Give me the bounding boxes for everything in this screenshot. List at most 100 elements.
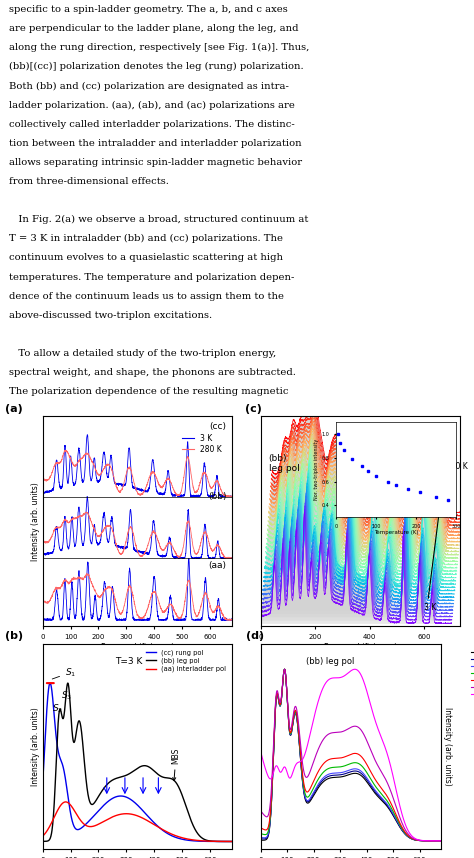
20 K	[282, 664, 287, 674]
(cc) rung pol	[87, 815, 93, 825]
Line: 65 K: 65 K	[261, 669, 446, 841]
12 K	[258, 834, 264, 844]
12 K	[344, 768, 349, 778]
(cc) rung pol	[232, 837, 238, 847]
Text: continuum evolves to a quasielastic scattering at high: continuum evolves to a quasielastic scat…	[9, 253, 283, 263]
40 K	[303, 790, 309, 801]
X-axis label: Raman shift (cm⁻¹): Raman shift (cm⁻¹)	[324, 643, 397, 652]
Text: The polarization dependence of the resulting magnetic: The polarization dependence of the resul…	[9, 387, 289, 396]
230 K	[356, 666, 361, 676]
230 K	[443, 836, 449, 846]
Y-axis label: Intensity (arb. units): Intensity (arb. units)	[31, 482, 40, 560]
Legend: 3 K, 280 K: 3 K, 280 K	[179, 431, 225, 456]
Text: (aa): (aa)	[209, 561, 227, 571]
Text: $S_2$: $S_2$	[53, 703, 64, 715]
20 K	[443, 836, 449, 846]
(aa) interladder pol	[235, 837, 241, 847]
Line: 115 K: 115 K	[261, 669, 446, 841]
65 K	[322, 758, 328, 768]
12 K	[282, 664, 287, 674]
40 K	[441, 836, 447, 846]
(bb) leg pol	[107, 776, 113, 787]
(aa) interladder pol	[107, 813, 113, 823]
115 K	[322, 733, 328, 743]
3 K	[322, 776, 328, 786]
40 K	[258, 829, 264, 839]
3 K	[356, 769, 361, 779]
40 K	[356, 758, 361, 769]
(cc) rung pol	[198, 836, 204, 846]
65 K	[356, 749, 361, 759]
65 K	[409, 833, 414, 843]
65 K	[443, 836, 449, 846]
40 K	[344, 760, 349, 770]
230 K	[344, 669, 349, 680]
Text: T=3 K: T=3 K	[115, 657, 142, 666]
40 K	[409, 833, 414, 843]
3 K	[282, 664, 287, 674]
3 K	[443, 836, 449, 846]
12 K	[303, 795, 309, 805]
(aa) interladder pol	[40, 831, 46, 842]
(cc) rung pol	[235, 837, 241, 847]
20 K	[356, 764, 361, 775]
(cc) rung pol	[40, 778, 46, 789]
12 K	[409, 833, 414, 843]
3 K	[409, 833, 414, 843]
115 K	[282, 664, 287, 674]
(bb) leg pol	[87, 797, 93, 807]
Text: temperatures. The temperature and polarization depen-: temperatures. The temperature and polari…	[9, 273, 295, 281]
Line: 12 K: 12 K	[261, 669, 446, 841]
Text: are perpendicular to the ladder plane, along the leg, and: are perpendicular to the ladder plane, a…	[9, 24, 299, 33]
(aa) interladder pol	[142, 814, 148, 825]
115 K	[441, 836, 447, 846]
Text: MBS: MBS	[172, 748, 181, 781]
Line: 230 K: 230 K	[261, 669, 446, 841]
115 K	[344, 725, 349, 735]
Text: (bb)
leg pol: (bb) leg pol	[269, 454, 300, 474]
Text: 280 K: 280 K	[446, 462, 467, 471]
Text: (cc): (cc)	[210, 422, 227, 432]
Text: (d): (d)	[246, 631, 264, 642]
Text: (bb): (bb)	[208, 492, 227, 501]
Line: 40 K: 40 K	[261, 669, 446, 841]
20 K	[344, 766, 349, 776]
Line: 20 K: 20 K	[261, 669, 446, 841]
Text: (bb)[(cc)] polarization denotes the leg (rung) polarization.: (bb)[(cc)] polarization denotes the leg …	[9, 63, 304, 71]
(bb) leg pol	[198, 832, 204, 843]
Legend: 3 K, 12 K, 20 K, 40 K, 65 K, 115 K, 230 K: 3 K, 12 K, 20 K, 40 K, 65 K, 115 K, 230 …	[468, 647, 474, 700]
(bb) leg pol	[40, 837, 46, 847]
3 K	[344, 770, 349, 781]
Line: 3 K: 3 K	[261, 669, 446, 841]
(cc) rung pol	[47, 678, 53, 688]
40 K	[282, 664, 287, 674]
(bb) leg pol	[232, 837, 238, 847]
(bb) leg pol	[130, 766, 136, 776]
115 K	[303, 772, 309, 782]
Text: 3 K: 3 K	[424, 603, 436, 612]
12 K	[443, 836, 449, 846]
Y-axis label: Intensity (arb. units): Intensity (arb. units)	[31, 707, 40, 786]
115 K	[409, 832, 414, 843]
65 K	[303, 786, 309, 796]
Text: tion between the intraladder and interladder polarization: tion between the intraladder and interla…	[9, 139, 302, 148]
230 K	[303, 746, 309, 757]
Text: along the rung direction, respectively [see Fig. 1(a)]. Thus,: along the rung direction, respectively […	[9, 43, 310, 52]
12 K	[322, 773, 328, 783]
Text: $S_3$: $S_3$	[61, 690, 72, 703]
12 K	[441, 836, 447, 846]
(aa) interladder pol	[130, 809, 136, 819]
X-axis label: Raman shift (cm⁻¹): Raman shift (cm⁻¹)	[101, 643, 174, 652]
Line: (aa) interladder pol: (aa) interladder pol	[43, 802, 238, 842]
20 K	[441, 836, 447, 846]
Line: (cc) rung pol: (cc) rung pol	[43, 683, 238, 842]
Line: (bb) leg pol: (bb) leg pol	[43, 683, 238, 842]
(aa) interladder pol	[63, 797, 69, 807]
(aa) interladder pol	[198, 836, 204, 846]
Text: collectively called interladder polarizations. The distinc-: collectively called interladder polariza…	[9, 120, 295, 129]
(bb) leg pol	[235, 837, 241, 847]
Text: ladder polarization. (aa), (ab), and (ac) polarizations are: ladder polarization. (aa), (ab), and (ac…	[9, 100, 295, 110]
65 K	[344, 751, 349, 761]
(bb) leg pol	[65, 678, 71, 688]
230 K	[322, 680, 328, 690]
